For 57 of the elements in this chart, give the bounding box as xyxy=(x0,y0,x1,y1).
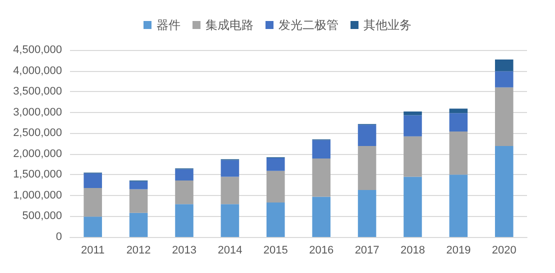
x-tick-label: 2015 xyxy=(263,244,288,256)
bar xyxy=(312,158,330,197)
y-tick-label: 4,000,000 xyxy=(13,64,62,77)
bar xyxy=(358,146,376,190)
x-tick-label: 2013 xyxy=(172,244,196,256)
y-tick-label: 2,500,000 xyxy=(13,127,62,140)
bar xyxy=(449,174,468,237)
bar xyxy=(129,189,148,213)
bar xyxy=(220,160,240,177)
bar xyxy=(449,113,468,132)
bar xyxy=(404,112,422,116)
legend-label: 集成电路 xyxy=(206,18,254,32)
bar xyxy=(312,140,330,158)
y-tick-label: 1,500,000 xyxy=(13,168,62,181)
x-tick-label: 2012 xyxy=(126,244,151,256)
bar xyxy=(358,124,376,146)
bar xyxy=(404,176,422,237)
legend-label: 器件 xyxy=(156,18,180,32)
legend-label: 发光二极管 xyxy=(278,18,338,32)
bar xyxy=(220,204,240,237)
x-tick-label: 2018 xyxy=(400,244,425,256)
bar xyxy=(175,204,194,237)
bar xyxy=(404,136,422,177)
bar xyxy=(266,158,285,171)
bar xyxy=(175,169,194,180)
y-tick-label: 4,500,000 xyxy=(13,44,62,56)
bar xyxy=(175,180,194,204)
bar xyxy=(220,176,240,204)
bar xyxy=(495,87,514,146)
x-tick-label: 2020 xyxy=(492,244,516,256)
bar xyxy=(495,146,514,237)
y-tick-label: 500,000 xyxy=(22,210,62,222)
bar xyxy=(129,181,148,190)
bar xyxy=(358,190,376,237)
x-tick-label: 2016 xyxy=(309,244,334,256)
bar xyxy=(312,196,330,237)
x-tick-label: 2017 xyxy=(354,244,380,256)
legend-label: 其他业务 xyxy=(364,18,412,32)
bar xyxy=(495,60,514,72)
y-tick-label: 1,000,000 xyxy=(13,189,62,202)
x-tick-label: 2011 xyxy=(81,244,105,256)
y-tick-label: 3,000,000 xyxy=(13,106,62,118)
x-tick-label: 2019 xyxy=(446,244,471,256)
bar xyxy=(84,216,102,237)
y-tick-label: 3,500,000 xyxy=(13,86,62,98)
bar xyxy=(266,170,285,203)
bar xyxy=(129,212,148,237)
bar xyxy=(495,71,514,88)
y-tick-label: 0 xyxy=(56,231,62,243)
bar xyxy=(84,188,102,217)
y-tick-label: 2,000,000 xyxy=(13,148,62,160)
bar xyxy=(84,173,102,188)
bar xyxy=(449,108,468,114)
bar xyxy=(449,131,468,175)
bar xyxy=(266,202,285,237)
bar xyxy=(404,115,422,136)
x-tick-label: 2014 xyxy=(218,244,242,256)
